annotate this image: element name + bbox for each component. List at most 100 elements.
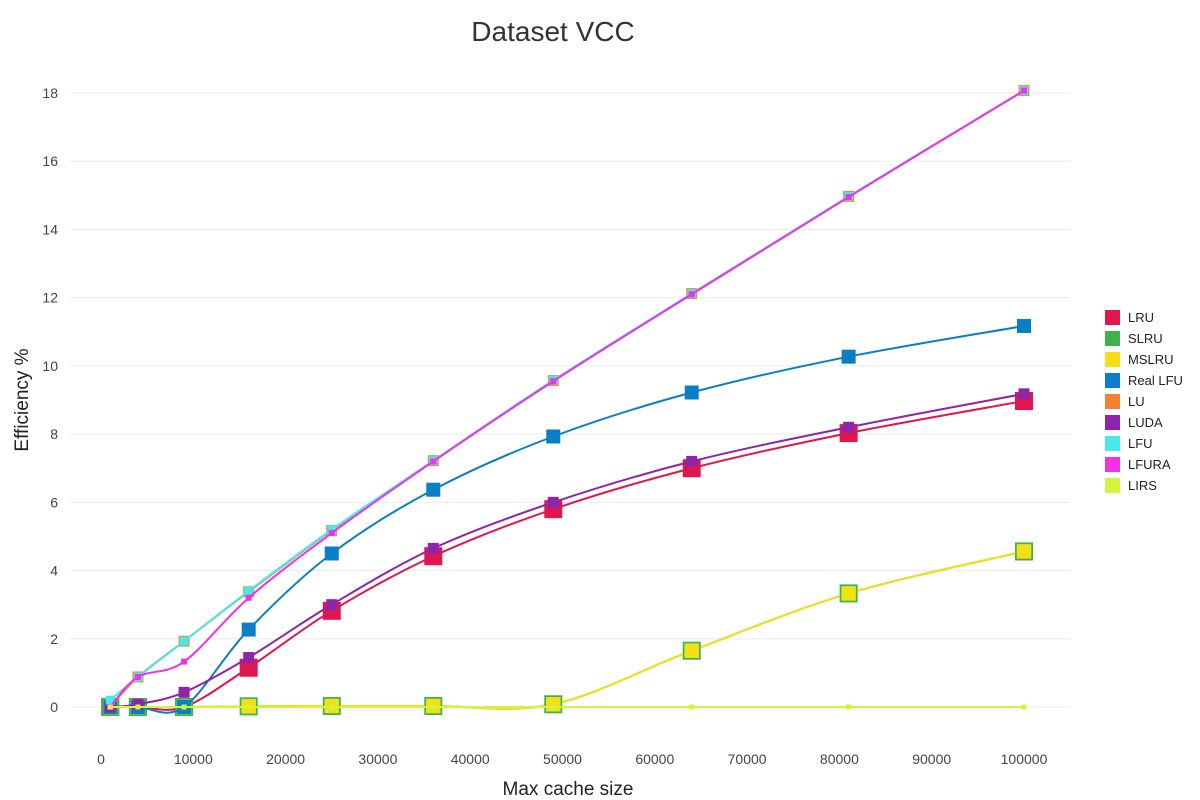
data-point-lfu [105, 695, 115, 705]
legend-swatch [1105, 394, 1120, 409]
data-point-lfura [1021, 87, 1027, 94]
legend-label: SLRU [1128, 331, 1163, 346]
series-lru [101, 392, 1033, 716]
series-line-lu [109, 89, 1025, 708]
y-tick-label: 14 [42, 221, 58, 237]
legend-label: LFU [1128, 436, 1153, 451]
series-lfu [105, 86, 1029, 705]
data-point-lru [239, 658, 258, 677]
x-tick-label: 40000 [451, 751, 490, 767]
data-point-lirs [246, 704, 252, 710]
y-tick-label: 4 [50, 563, 58, 579]
legend-item-luda: LUDA [1105, 415, 1163, 430]
data-point-lfura [845, 194, 852, 201]
legend-item-slru: SLRU [1105, 331, 1163, 346]
legend-label: MSLRU [1128, 352, 1174, 367]
x-tick-label: 90000 [912, 751, 951, 767]
x-tick-label: 0 [97, 751, 105, 767]
series-line-lfu [109, 89, 1025, 701]
y-tick-label: 18 [42, 85, 58, 101]
x-axis: 0 10000 20000 30000 40000 50000 60000 70000 8000… [97, 751, 1047, 767]
x-tick-label: 80000 [820, 751, 859, 767]
data-point-mslru [839, 584, 858, 603]
legend-item-lfu: LFU [1105, 436, 1153, 451]
data-point-real-lfu [241, 622, 256, 637]
data-point-lirs [107, 704, 113, 710]
legend-item-real-lfu: Real LFU [1105, 373, 1183, 388]
data-point-lirs [430, 704, 436, 710]
data-point-real-lfu [324, 546, 339, 561]
y-tick-label: 6 [50, 494, 58, 510]
x-axis-label: Max cache size [503, 779, 634, 800]
data-point-luda [178, 686, 190, 698]
y-axis: 0 2 4 6 8 10 12 14 16 18 [42, 85, 58, 715]
x-tick-label: 50000 [543, 751, 582, 767]
data-point-lfu [327, 525, 337, 535]
data-point-lirs [329, 704, 335, 710]
data-point-lfura [245, 594, 252, 601]
legend-swatch [1105, 373, 1120, 388]
series-line-lfura [109, 89, 1025, 708]
data-point-luda [1018, 388, 1030, 400]
series-lfura [107, 87, 1027, 710]
data-point-real-lfu [841, 349, 856, 364]
data-point-lirs [1021, 704, 1027, 710]
series-slru [101, 542, 1033, 716]
data-point-luda [132, 698, 144, 710]
legend-item-lfura: LFURA [1105, 457, 1171, 472]
series-lu [104, 85, 1030, 713]
x-tick-label: 10000 [174, 751, 213, 767]
data-point-luda [326, 599, 338, 611]
data-point-real-lfu [684, 385, 699, 400]
data-point-lirs [135, 704, 141, 710]
x-tick-label: 70000 [728, 751, 767, 767]
data-point-lirs [689, 704, 695, 710]
series-lirs [107, 704, 1027, 710]
legend-swatch [1105, 478, 1120, 493]
y-tick-label: 10 [42, 358, 58, 374]
data-point-lirs [181, 704, 187, 710]
x-tick-label: 60000 [635, 751, 674, 767]
data-point-lfura [134, 673, 141, 680]
legend-item-lu: LU [1105, 394, 1145, 409]
chart-title: Dataset VCC [471, 16, 634, 47]
data-point-luda [843, 421, 855, 433]
data-point-real-lfu [1017, 318, 1031, 333]
y-tick-label: 2 [50, 631, 58, 647]
data-point-lfura [328, 530, 335, 537]
legend-item-lirs: LIRS [1105, 478, 1157, 493]
data-point-lfura [688, 291, 695, 298]
data-point-lfura [430, 458, 437, 465]
data-point-mslru [1015, 542, 1033, 561]
data-point-luda [243, 652, 255, 664]
data-point-luda [686, 455, 698, 467]
legend-swatch [1105, 457, 1120, 472]
legend-label: LU [1128, 394, 1145, 409]
data-point-lfura [181, 658, 188, 665]
y-axis-label: Efficiency % [12, 348, 33, 451]
data-point-luda [427, 542, 439, 554]
y-tick-label: 16 [42, 153, 58, 169]
data-point-lfu [179, 636, 189, 646]
legend-item-lru: LRU [1105, 310, 1154, 325]
series-real-lfu [103, 318, 1031, 714]
y-tick-label: 8 [50, 426, 58, 442]
legend-label: Real LFU [1128, 373, 1183, 388]
data-point-mslru [544, 695, 563, 714]
legend-item-mslru: MSLRU [1105, 352, 1174, 367]
legend-swatch [1105, 352, 1120, 367]
x-tick-label: 30000 [358, 751, 397, 767]
legend-swatch [1105, 331, 1120, 346]
legend: LRU SLRU MSLRU Real LFU LU LUDA LFU LFURA LIRS [1105, 310, 1183, 493]
x-tick-label: 100000 [1001, 751, 1048, 767]
y-tick-label: 12 [42, 290, 58, 306]
y-tick-label: 0 [50, 699, 58, 715]
legend-swatch [1105, 310, 1120, 325]
data-point-luda [547, 496, 559, 508]
legend-label: LUDA [1128, 415, 1163, 430]
x-tick-label: 20000 [266, 751, 305, 767]
legend-label: LRU [1128, 310, 1154, 325]
data-point-lfu [244, 586, 254, 596]
series-layer [101, 85, 1033, 716]
